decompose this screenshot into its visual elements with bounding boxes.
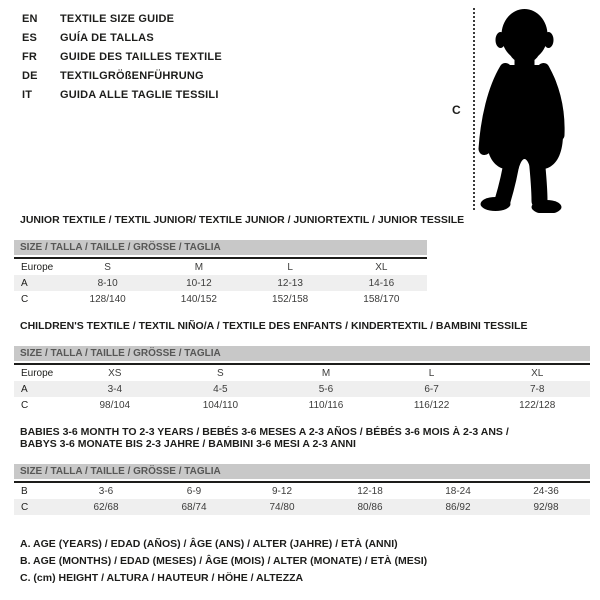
- row-label: Europe: [21, 367, 54, 379]
- section-children-textile: CHILDREN'S TEXTILE / TEXTIL NIÑO/A / TEX…: [14, 320, 590, 413]
- cell: M: [194, 261, 204, 273]
- table-row: C 128/140 140/152 152/158 158/170: [14, 291, 427, 307]
- legend-line-a: A. AGE (YEARS) / EDAD (AÑOS) / ÂGE (ANS)…: [20, 538, 398, 550]
- section-babies-textile: BABIES 3-6 MONTH TO 2-3 YEARS / BEBÉS 3-…: [14, 426, 590, 515]
- section-title: JUNIOR TEXTILE / TEXTIL JUNIOR/ TEXTILE …: [20, 214, 465, 226]
- size-header-bar: SIZE / TALLA / TAILLE / GRÖSSE / TAGLIA: [14, 240, 427, 255]
- cell: 3-6: [98, 485, 114, 497]
- lang-code: IT: [22, 89, 33, 101]
- cell: 10-12: [186, 277, 212, 289]
- table-row: A 3-4 4-5 5-6 6-7 7-8: [14, 381, 590, 397]
- lang-code: FR: [22, 51, 38, 63]
- junior-size-table: Europe S M L XL A 8-10 10-12 12-13 14-16…: [14, 257, 427, 307]
- cell: 5-6: [318, 383, 334, 395]
- row-label: A: [21, 277, 28, 289]
- row-label: Europe: [21, 261, 54, 273]
- cell: 8-10: [97, 277, 118, 289]
- row-label: C: [21, 501, 29, 513]
- cell: L: [428, 367, 435, 379]
- cell: 128/140: [89, 293, 126, 305]
- cell: 14-16: [368, 277, 395, 289]
- babies-size-table: B 3-6 6-9 9-12 12-18 18-24 24-36 C 62/68…: [14, 481, 590, 515]
- cell: 18-24: [445, 485, 471, 497]
- lang-title: TEXTILGRÖßENFÜHRUNG: [60, 70, 204, 82]
- row-label: C: [21, 399, 29, 411]
- lang-title: GUIDA ALLE TAGLIE TESSILI: [60, 89, 219, 101]
- cell: 104/110: [202, 399, 239, 411]
- cell: 80/86: [357, 501, 383, 513]
- cell: 98/104: [99, 399, 131, 411]
- cell: 7-8: [529, 383, 545, 395]
- section-title: BABIES 3-6 MONTH TO 2-3 YEARS / BEBÉS 3-…: [20, 426, 509, 438]
- cell: S: [104, 261, 111, 273]
- lang-row-es: ES GUÍA DE TALLAS: [22, 29, 222, 48]
- lang-code: DE: [22, 70, 38, 82]
- table-row: Europe S M L XL: [14, 258, 427, 275]
- lang-row-de: DE TEXTILGRÖßENFÜHRUNG: [22, 67, 222, 86]
- cell: 24-36: [533, 485, 559, 497]
- lang-title: GUIDE DES TAILLES TEXTILE: [60, 51, 222, 63]
- height-measure-label: C: [452, 103, 461, 117]
- language-title-list: EN TEXTILE SIZE GUIDE ES GUÍA DE TALLAS …: [22, 10, 222, 105]
- size-header-bar: SIZE / TALLA / TAILLE / GRÖSSE / TAGLIA: [14, 346, 590, 361]
- cell: 116/122: [413, 399, 450, 411]
- row-label: B: [21, 485, 28, 497]
- legend-line-c: C. (cm) HEIGHT / ALTURA / HAUTEUR / HÖHE…: [20, 572, 304, 584]
- baby-silhouette-icon: [478, 9, 565, 213]
- cell: 86/92: [445, 501, 471, 513]
- table-row: Europe XS S M L XL: [14, 364, 590, 381]
- lang-code: ES: [22, 32, 38, 44]
- cell: 158/170: [363, 293, 400, 305]
- cell: XS: [108, 367, 122, 379]
- cell: 68/74: [181, 501, 207, 513]
- cell: 12-13: [277, 277, 303, 289]
- lang-row-fr: FR GUIDE DES TAILLES TEXTILE: [22, 48, 222, 67]
- lang-row-it: IT GUIDA ALLE TAGLIE TESSILI: [22, 86, 222, 105]
- cell: L: [287, 261, 293, 273]
- cell: 92/98: [533, 501, 559, 513]
- cell: XL: [531, 367, 544, 379]
- cell: 9-12: [271, 485, 292, 497]
- cell: S: [217, 367, 224, 379]
- baby-height-figure: C: [450, 5, 580, 217]
- cell: XL: [375, 261, 388, 273]
- cell: 140/152: [180, 293, 217, 305]
- cell: 62/68: [93, 501, 119, 513]
- cell: M: [321, 367, 331, 379]
- cell: 12-18: [357, 485, 383, 497]
- lang-title: GUÍA DE TALLAS: [60, 32, 154, 44]
- cell: 122/128: [519, 399, 556, 411]
- cell: 6-7: [424, 383, 439, 395]
- lang-code: EN: [22, 13, 38, 25]
- row-label: C: [21, 293, 29, 305]
- measure-legend: A. AGE (YEARS) / EDAD (AÑOS) / ÂGE (ANS)…: [20, 536, 427, 587]
- table-row: B 3-6 6-9 9-12 12-18 18-24 24-36: [14, 482, 590, 499]
- lang-row-en: EN TEXTILE SIZE GUIDE: [22, 10, 222, 29]
- lang-title: TEXTILE SIZE GUIDE: [60, 13, 175, 25]
- height-measure-dotted-line: [473, 8, 475, 210]
- section-title: CHILDREN'S TEXTILE / TEXTIL NIÑO/A / TEX…: [20, 320, 528, 332]
- table-row: C 62/68 68/74 74/80 80/86 86/92 92/98: [14, 499, 590, 515]
- section-junior-textile: JUNIOR TEXTILE / TEXTIL JUNIOR/ TEXTILE …: [14, 214, 465, 307]
- cell: 6-9: [186, 485, 202, 497]
- section-title-line2: BABYS 3-6 MONATE BIS 2-3 JAHRE / BAMBINI…: [20, 438, 356, 450]
- children-size-table: Europe XS S M L XL A 3-4 4-5 5-6 6-7 7-8…: [14, 363, 590, 413]
- cell: 3-4: [107, 383, 123, 395]
- row-label: A: [21, 383, 28, 395]
- size-header-bar: SIZE / TALLA / TAILLE / GRÖSSE / TAGLIA: [14, 464, 590, 479]
- cell: 74/80: [269, 501, 295, 513]
- cell: 110/116: [308, 399, 344, 411]
- cell: 152/158: [272, 293, 309, 305]
- table-row: A 8-10 10-12 12-13 14-16: [14, 275, 427, 291]
- table-row: C 98/104 104/110 110/116 116/122 122/128: [14, 397, 590, 413]
- cell: 4-5: [213, 383, 228, 395]
- legend-line-b: B. AGE (MONTHS) / EDAD (MESES) / ÂGE (MO…: [20, 555, 428, 567]
